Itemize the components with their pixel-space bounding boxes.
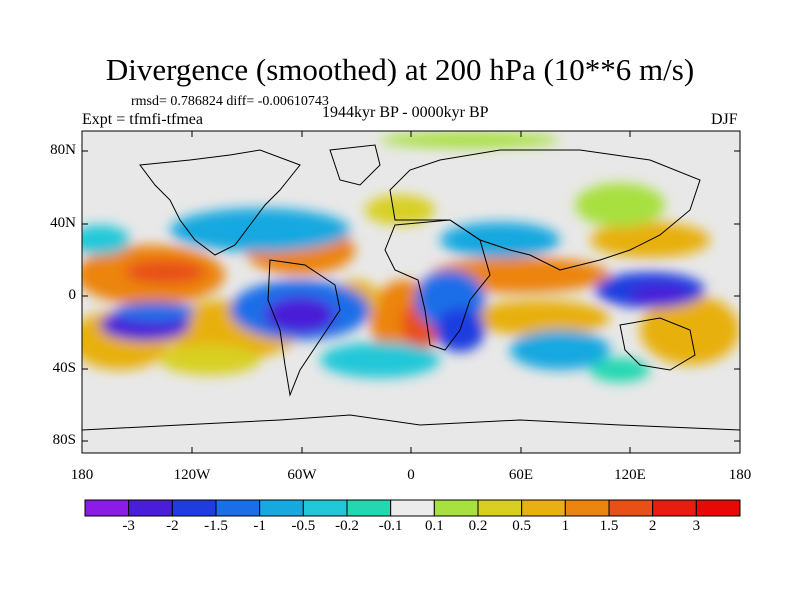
lon-label: 180 <box>70 467 94 483</box>
colorbar-label: -2 <box>166 518 179 534</box>
colorbar-swatch <box>608 499 654 517</box>
south-america-outline <box>267 259 341 397</box>
colorbar-swatch <box>259 499 304 517</box>
colorbar-swatch <box>128 499 173 517</box>
coastlines <box>82 144 740 431</box>
colorbar-label: 1 <box>561 518 570 534</box>
colorbar-label: 0.5 <box>512 518 532 534</box>
colorbar-swatch <box>521 499 566 517</box>
colorbar-swatch <box>390 499 435 517</box>
colorbar-label: 1.5 <box>599 518 619 534</box>
lon-label: 120E <box>614 467 646 483</box>
period-label: 1944kyr BP - 0000kyr BP <box>322 104 489 121</box>
australia-outline <box>619 317 696 371</box>
season-label: DJF <box>711 111 738 128</box>
colorbar-label: 0.1 <box>424 518 444 534</box>
lat-label: 80S <box>52 432 76 448</box>
lon-label: 120W <box>173 467 211 483</box>
experiment-label: Expt = tfmfi-tfmea <box>82 111 203 128</box>
lon-label: 60W <box>287 467 317 483</box>
north-america-outline <box>139 149 301 256</box>
colorbar-label: 2 <box>648 518 657 534</box>
colorbar-label: -1.5 <box>204 518 228 534</box>
stats-line: rmsd= 0.786824 diff= -0.00610743 <box>131 94 329 109</box>
colorbar <box>84 499 741 517</box>
colorbar-swatch <box>302 499 348 517</box>
colorbar-label: -3 <box>122 518 135 534</box>
colorbar-label: -0.1 <box>378 518 403 534</box>
colorbar-swatch <box>171 499 217 517</box>
colorbar-label: -0.2 <box>335 518 359 534</box>
colorbar-swatch <box>433 499 479 517</box>
colorbar-label: 0.2 <box>468 518 488 534</box>
colorbar-swatch <box>84 499 130 517</box>
colorbar-label: -1 <box>253 518 266 534</box>
lon-label: 0 <box>407 467 415 483</box>
colorbar-swatch <box>346 499 392 517</box>
colorbar-swatch <box>564 499 610 517</box>
lat-label: 0 <box>68 287 77 303</box>
colorbar-swatch <box>695 499 741 517</box>
lat-label: 40S <box>52 360 76 376</box>
lon-label: 180 <box>728 467 752 483</box>
lat-label: 40N <box>50 215 76 231</box>
colorbar-swatch <box>477 499 523 517</box>
colorbar-label: -0.5 <box>291 518 316 534</box>
colorbar-swatch <box>652 499 697 517</box>
colorbar-label: 3 <box>692 518 701 534</box>
antarctica-outline <box>82 414 740 431</box>
lon-label: 60E <box>508 467 534 483</box>
lat-label: 80N <box>50 142 76 158</box>
divergence-field <box>82 132 740 382</box>
axis-ticks <box>82 131 740 453</box>
eurasia-outline <box>389 149 701 271</box>
colorbar-swatch <box>215 499 261 517</box>
greenland-outline <box>329 144 381 186</box>
plot-title: Divergence (smoothed) at 200 hPa (10**6 … <box>105 52 695 87</box>
